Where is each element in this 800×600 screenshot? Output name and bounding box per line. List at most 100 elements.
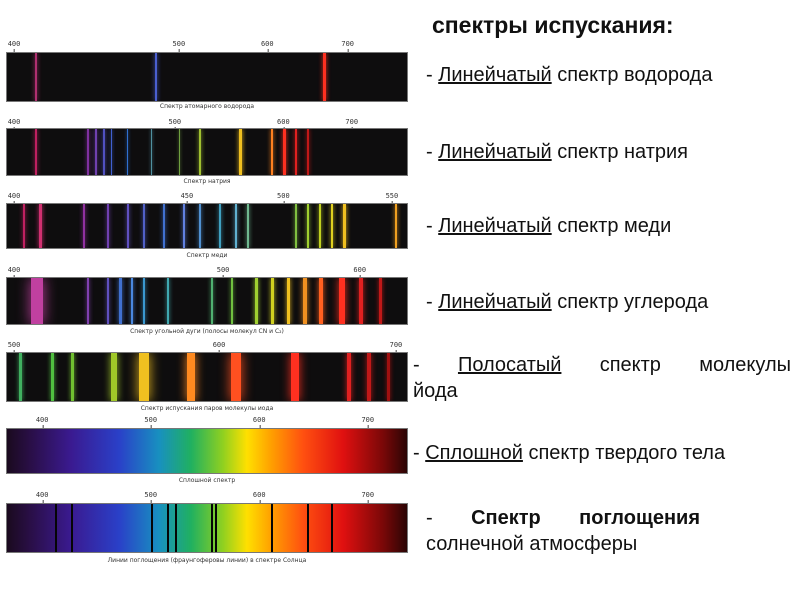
- wavelength-scale: 400 450 500 550: [6, 192, 408, 205]
- emission-line: [387, 353, 390, 401]
- item-dash: -: [413, 442, 426, 464]
- item-bold: Спектр поглощения: [471, 507, 700, 529]
- scale-tick: 400: [35, 491, 49, 504]
- emission-line: [367, 353, 371, 401]
- spectrum-hydrogen-panel: 400 500 600 700 Спектр атомарного водоро…: [6, 40, 408, 112]
- emission-line: [39, 204, 42, 248]
- spectrum-strip: [6, 277, 408, 325]
- emission-line: [231, 278, 233, 324]
- wavelength-scale: 400 500 600 700: [6, 416, 408, 429]
- scale-tick: 600: [212, 341, 226, 354]
- absorption-line: [71, 504, 73, 552]
- scale-tick: 450: [180, 192, 194, 205]
- item-dash: -: [426, 291, 439, 313]
- emission-line: [87, 129, 89, 175]
- spectrum-strip: [6, 128, 408, 176]
- item-line: - Спектр поглощения: [426, 505, 700, 531]
- emission-line: [83, 204, 85, 248]
- spectrum-continuous-panel: 400 500 600 700 Сплошной спектр: [6, 416, 408, 488]
- spectrum-caption: Линии поглощения (фраунгоферовы линии) в…: [107, 557, 307, 564]
- scale-tick: 700: [389, 341, 403, 354]
- emission-line: [35, 129, 37, 175]
- item-dash: -: [426, 507, 472, 529]
- item-dash: -: [426, 141, 439, 163]
- emission-line: [291, 353, 299, 401]
- emission-line: [247, 204, 249, 248]
- scale-tick: 500: [277, 192, 290, 205]
- absorption-line: [55, 504, 57, 552]
- scale-tick: 400: [35, 416, 49, 429]
- emission-line: [87, 278, 89, 324]
- emission-line: [143, 204, 145, 248]
- spectrum-strip: [6, 203, 408, 249]
- emission-line: [331, 204, 333, 248]
- emission-line: [35, 53, 37, 101]
- emission-line: [239, 129, 242, 175]
- scale-tick: 700: [341, 40, 355, 53]
- emission-line: [271, 278, 274, 324]
- absorption-line: [211, 504, 213, 552]
- scale-tick: 500: [7, 341, 21, 354]
- emission-line: [319, 278, 323, 324]
- list-item: - Полосатый спектр молекулы йода: [413, 352, 791, 404]
- scale-tick: 700: [361, 416, 375, 429]
- wavelength-scale: 400 500 600 700: [6, 491, 408, 504]
- emission-line: [119, 278, 122, 324]
- scale-tick: 600: [252, 416, 266, 429]
- emission-line: [107, 278, 109, 324]
- list-item: - Сплошной спектр твердого тела: [413, 440, 725, 466]
- item-underlined: Линейчатый: [438, 64, 552, 86]
- emission-line: [323, 53, 326, 101]
- list-item: - Линейчатый спектр водорода: [426, 62, 712, 88]
- item-line: - Полосатый спектр молекулы: [413, 352, 791, 378]
- absorption-line: [215, 504, 217, 552]
- emission-line: [31, 278, 43, 324]
- emission-line: [155, 53, 157, 101]
- spectrum-solar-panel: 400 500 600 700 Линии поглощения (фраунг…: [6, 491, 408, 569]
- scale-tick: 500: [172, 40, 186, 53]
- emission-line: [307, 204, 309, 248]
- emission-line: [187, 353, 195, 401]
- list-item: - Спектр поглощения солнечной атмосферы: [426, 505, 700, 557]
- emission-line: [303, 278, 307, 324]
- emission-line: [179, 129, 180, 175]
- spectrum-strip: [6, 428, 408, 474]
- scale-tick: 550: [385, 192, 399, 205]
- emission-line: [19, 353, 22, 401]
- item-underlined: Полосатый: [457, 354, 562, 376]
- emission-line: [143, 278, 145, 324]
- spectrum-carbon-panel: 400 500 600: [6, 266, 408, 338]
- emission-line: [167, 278, 169, 324]
- scale-tick: 400: [7, 40, 21, 53]
- wavelength-scale: 400 500 600 700: [6, 40, 408, 53]
- absorption-line: [151, 504, 153, 552]
- spectrum-caption: Спектр меди: [186, 252, 228, 259]
- emission-line: [127, 129, 128, 175]
- emission-line: [199, 129, 201, 175]
- emission-line: [95, 129, 97, 175]
- emission-line: [347, 353, 351, 401]
- emission-line: [287, 278, 290, 324]
- item-underlined: Линейчатый: [438, 141, 552, 163]
- spectrum-caption: Спектр угольной дуги (полосы молекул CN …: [130, 328, 284, 335]
- spectrum-caption: Спектр натрия: [183, 178, 231, 185]
- emission-line: [255, 278, 258, 324]
- emission-line: [131, 278, 133, 324]
- scale-tick: 600: [277, 118, 290, 131]
- emission-line: [151, 129, 152, 175]
- emission-line: [295, 204, 297, 248]
- absorption-line: [175, 504, 177, 552]
- emission-line: [51, 353, 54, 401]
- emission-line: [111, 129, 112, 175]
- spectrum-strip: [6, 52, 408, 102]
- emission-line: [235, 204, 237, 248]
- spectrum-copper-panel: 400 450 500 550: [6, 192, 408, 262]
- emission-line: [199, 204, 201, 248]
- emission-line: [295, 129, 297, 175]
- wavelength-scale: 400 500 600: [6, 266, 408, 279]
- scale-tick: 600: [353, 266, 367, 279]
- absorption-line: [331, 504, 333, 552]
- emission-line: [283, 129, 286, 175]
- spectrum-caption: Сплошной спектр: [178, 477, 236, 484]
